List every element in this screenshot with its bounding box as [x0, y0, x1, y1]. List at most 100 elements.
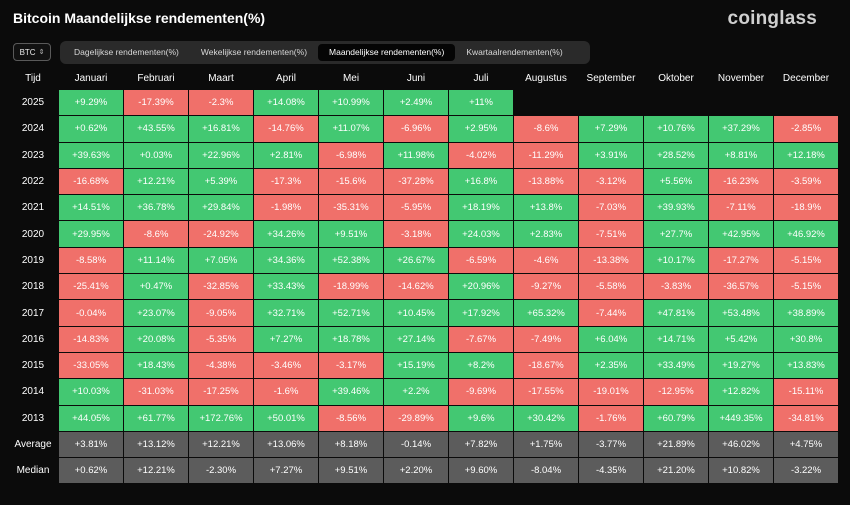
return-cell: -17.27%	[709, 247, 773, 274]
return-cell: -16.23%	[709, 168, 773, 195]
column-header-month: Augustus	[525, 73, 567, 84]
tab-quarterly[interactable]: Kwartaalrendementen(%)	[466, 47, 563, 57]
return-cell: +61.77%	[124, 405, 188, 431]
return-cell: -17.25%	[189, 379, 253, 405]
return-cell: +172.76%	[189, 405, 253, 431]
return-cell: +16.81%	[189, 116, 253, 142]
summary-cell: -4.35%	[579, 458, 643, 484]
return-cell: -14.76%	[254, 116, 318, 142]
summary-cell: +9.60%	[449, 458, 513, 484]
return-cell: -1.6%	[254, 379, 318, 405]
return-cell: -1.98%	[254, 195, 318, 221]
return-cell: +3.91%	[579, 142, 643, 168]
return-cell: -9.69%	[449, 379, 513, 405]
return-cell: -5.35%	[189, 326, 253, 352]
empty-cell	[514, 90, 578, 115]
return-cell: +30.42%	[514, 405, 578, 431]
row-label-year: 2018	[21, 281, 45, 293]
tab-weekly[interactable]: Wekelijkse rendementen(%)	[200, 47, 308, 57]
return-cell: -5.95%	[384, 195, 448, 221]
return-cell: +11%	[449, 90, 513, 116]
tab-monthly[interactable]: Maandelijkse rendementen(%)	[318, 44, 456, 61]
return-cell: -8.58%	[59, 247, 123, 274]
return-cell: +2.2%	[384, 379, 448, 405]
column-header-month: Juli	[473, 73, 489, 84]
return-cell: -37.28%	[384, 168, 448, 195]
return-cell: -8.6%	[124, 221, 188, 247]
return-cell: +34.26%	[254, 221, 318, 247]
return-cell: +5.39%	[189, 168, 253, 195]
return-cell: +33.43%	[254, 274, 318, 300]
return-cell: +13.83%	[774, 352, 838, 379]
return-cell: +46.92%	[774, 221, 838, 247]
return-cell: +53.48%	[709, 300, 773, 326]
row-label-year: 2021	[21, 202, 45, 214]
return-cell: +43.55%	[124, 116, 188, 142]
page-title: Bitcoin Maandelijkse rendementen(%)	[13, 10, 266, 26]
return-cell: +7.27%	[254, 326, 318, 352]
return-cell: +6.04%	[579, 326, 643, 352]
return-cell: +27.7%	[644, 221, 708, 247]
summary-cell: +1.75%	[514, 431, 578, 458]
return-cell: +14.71%	[644, 326, 708, 352]
return-cell: +60.79%	[644, 405, 708, 431]
summary-cell: +8.18%	[319, 431, 383, 458]
return-cell: -36.57%	[709, 274, 773, 300]
return-cell: -19.01%	[579, 379, 643, 405]
column-header-month: Januari	[74, 73, 108, 84]
coin-select[interactable]: BTC ⇕	[13, 43, 51, 61]
return-cell: -16.68%	[59, 168, 123, 195]
return-cell: +7.29%	[579, 116, 643, 142]
return-cell: +39.63%	[59, 142, 123, 168]
return-cell: -8.6%	[514, 116, 578, 142]
summary-cell: +0.62%	[59, 458, 123, 484]
empty-cell	[709, 90, 773, 115]
row-label-year: 2025	[21, 97, 45, 109]
summary-cell: +21.20%	[644, 458, 708, 484]
row-label-year: 2024	[21, 123, 45, 135]
return-cell: +7.05%	[189, 247, 253, 274]
return-cell: +36.78%	[124, 195, 188, 221]
return-cell: +28.52%	[644, 142, 708, 168]
return-cell: -14.83%	[59, 326, 123, 352]
return-cell: +24.03%	[449, 221, 513, 247]
return-cell: -2.3%	[189, 90, 253, 116]
return-cell: +0.62%	[59, 116, 123, 142]
return-cell: +29.95%	[59, 221, 123, 247]
return-cell: +47.81%	[644, 300, 708, 326]
return-cell: +22.96%	[189, 142, 253, 168]
return-cell: +2.35%	[579, 352, 643, 379]
return-cell: -18.67%	[514, 352, 578, 379]
return-cell: -29.89%	[384, 405, 448, 431]
return-cell: -2.85%	[774, 116, 838, 142]
summary-cell: -3.22%	[774, 458, 838, 484]
return-cell: -17.39%	[124, 90, 188, 116]
row-label-summary: Median	[16, 465, 50, 477]
return-cell: +12.18%	[774, 142, 838, 168]
return-cell: +50.01%	[254, 405, 318, 431]
row-label-year: 2016	[21, 333, 45, 345]
return-cell: -1.76%	[579, 405, 643, 431]
return-cell: -7.03%	[579, 195, 643, 221]
return-cell: +8.2%	[449, 352, 513, 379]
return-cell: -31.03%	[124, 379, 188, 405]
summary-cell: -2.30%	[189, 458, 253, 484]
return-cell: +5.42%	[709, 326, 773, 352]
return-cell: -8.56%	[319, 405, 383, 431]
summary-cell: +13.12%	[124, 431, 188, 458]
summary-cell: +12.21%	[124, 458, 188, 484]
return-cell: -5.58%	[579, 274, 643, 300]
tab-daily[interactable]: Dagelijkse rendementen(%)	[74, 47, 179, 57]
return-cell: +18.78%	[319, 326, 383, 352]
summary-cell: +9.51%	[319, 458, 383, 484]
return-cell: +9.29%	[59, 90, 123, 116]
return-cell: +19.27%	[709, 352, 773, 379]
return-cell: -18.99%	[319, 274, 383, 300]
row-label-summary: Average	[14, 439, 52, 450]
return-cell: +32.71%	[254, 300, 318, 326]
return-cell: -17.3%	[254, 168, 318, 195]
return-cell: -4.38%	[189, 352, 253, 379]
empty-cell	[774, 90, 838, 115]
summary-cell: -8.04%	[514, 458, 578, 484]
summary-cell: -0.14%	[384, 431, 448, 458]
